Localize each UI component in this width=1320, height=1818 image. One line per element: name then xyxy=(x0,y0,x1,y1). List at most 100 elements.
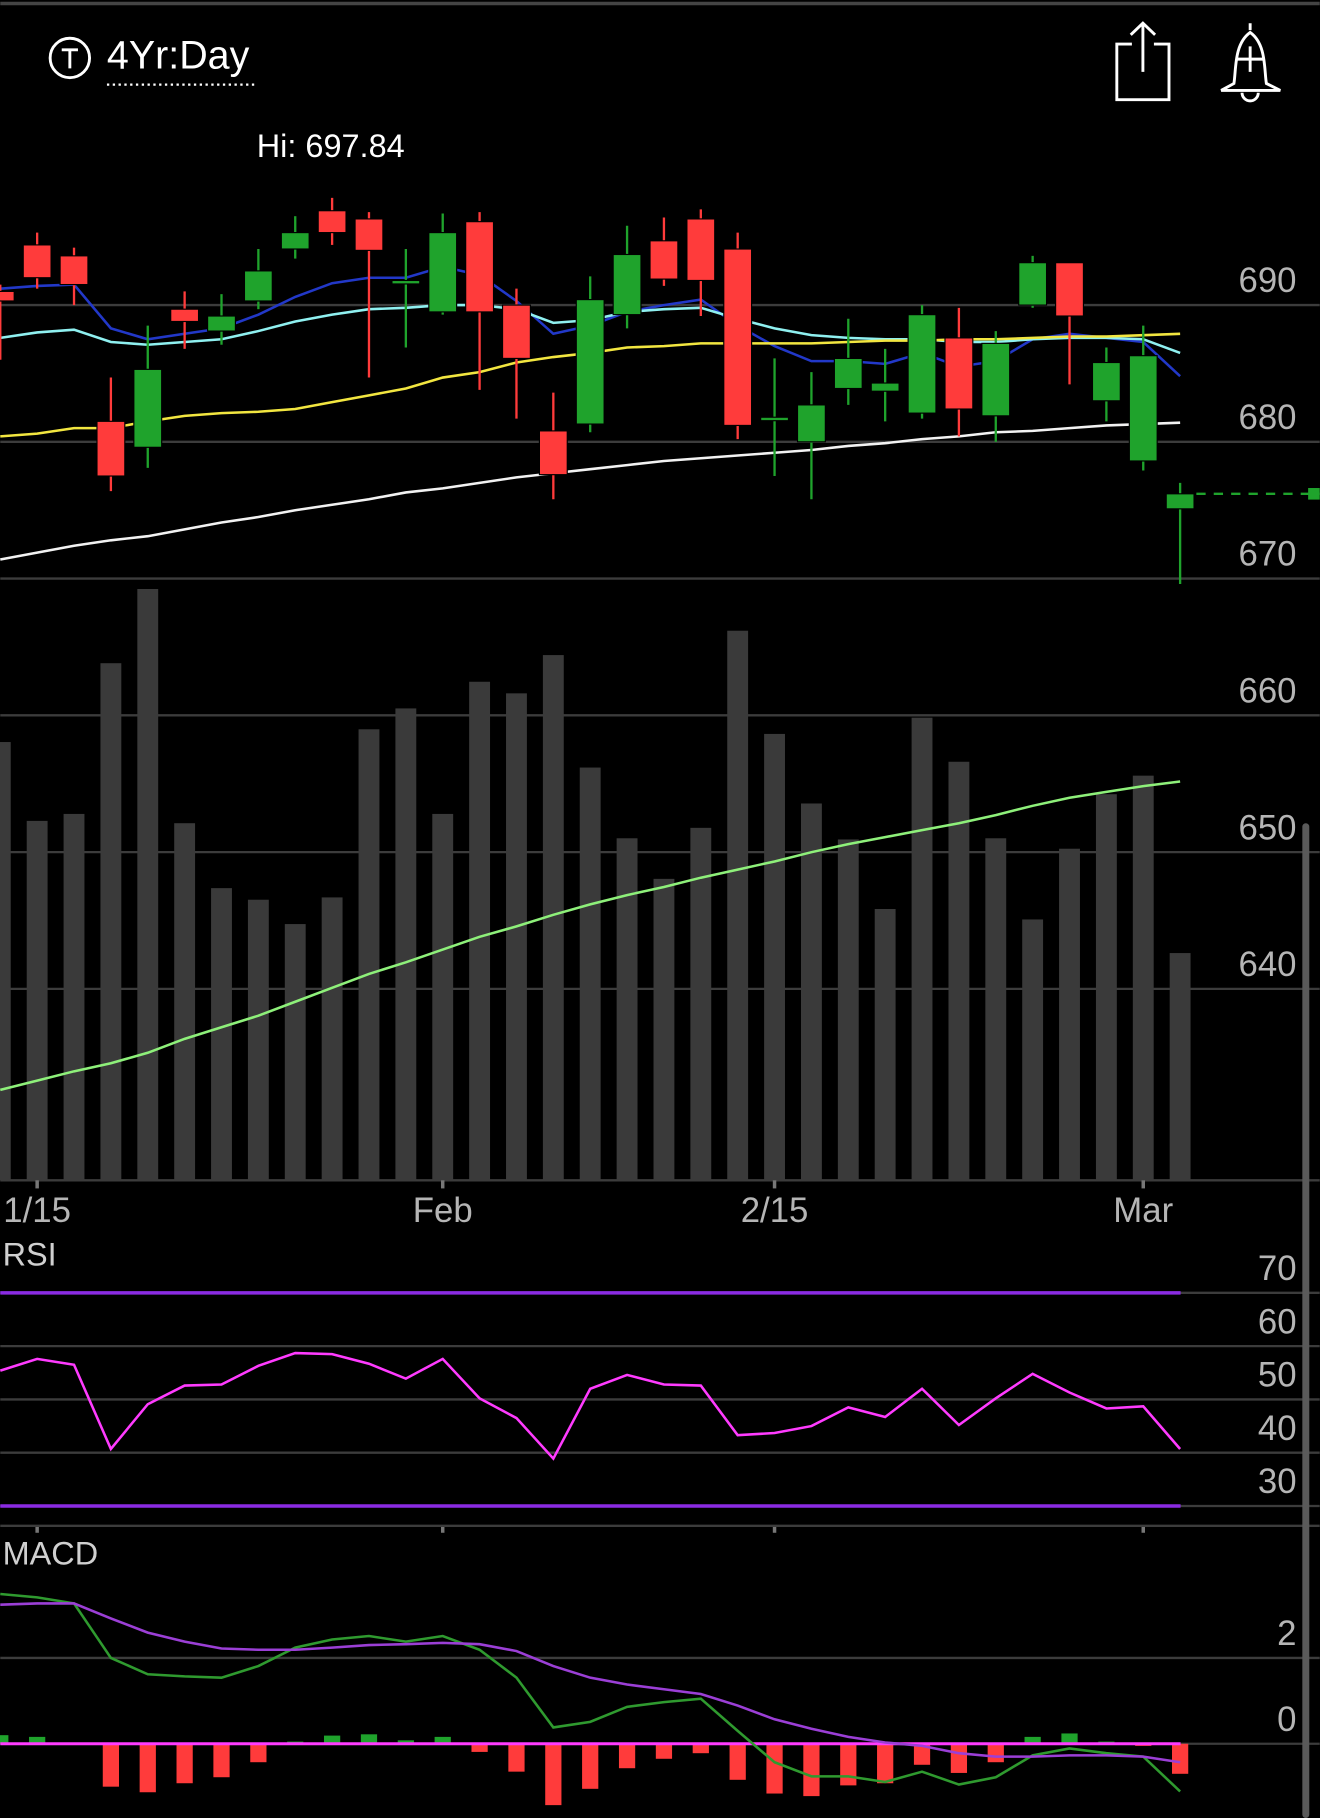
histogram-bar xyxy=(618,1743,636,1769)
volume-bar xyxy=(616,838,638,1181)
histogram-bar xyxy=(582,1743,599,1789)
candle-body xyxy=(317,210,347,234)
volume-bar xyxy=(395,708,417,1181)
icon-circle xyxy=(48,36,92,80)
share-arrow xyxy=(1129,21,1157,72)
candle-body xyxy=(1018,262,1048,306)
histogram-bar xyxy=(655,1743,673,1759)
candle-body xyxy=(833,357,863,390)
candle-body xyxy=(981,342,1011,417)
y-tick-label: 40 xyxy=(1258,1410,1297,1448)
histogram-bar xyxy=(913,1743,931,1765)
bell-clapper xyxy=(1240,92,1260,103)
histogram-bar xyxy=(29,1736,46,1744)
volume-bar xyxy=(358,729,380,1181)
candle-body xyxy=(796,404,826,443)
share-button[interactable] xyxy=(1115,21,1171,102)
candle-body xyxy=(760,416,790,422)
histogram-bar xyxy=(360,1734,378,1744)
volume-bar xyxy=(1132,775,1154,1181)
volume-bar xyxy=(432,813,454,1181)
candle-body xyxy=(944,337,974,410)
volume-bar xyxy=(506,693,527,1181)
histogram-bar xyxy=(139,1743,156,1793)
ticker-icon[interactable] xyxy=(48,36,92,80)
candle-body xyxy=(1055,262,1085,317)
histogram-bar xyxy=(877,1743,894,1784)
y-tick-label: 660 xyxy=(1239,673,1297,711)
timeframe[interactable]: 4Yr:Day xyxy=(107,33,250,77)
candle-body xyxy=(870,382,900,392)
rsi-title: RSI xyxy=(3,1236,57,1272)
volume-average xyxy=(0,780,1181,1092)
share-box xyxy=(1115,42,1171,102)
alert-button[interactable] xyxy=(1220,23,1281,103)
volume-bar xyxy=(0,742,11,1181)
volume-bar xyxy=(321,897,343,1181)
volume-bar xyxy=(1095,794,1117,1181)
x-tick-label: Mar xyxy=(1113,1192,1173,1230)
histogram-bar xyxy=(1172,1743,1189,1774)
volume-bar xyxy=(764,733,785,1181)
macd-title: MACD xyxy=(3,1536,99,1572)
histogram-bar xyxy=(0,1735,9,1744)
histogram-bar xyxy=(766,1743,783,1794)
y-tick-label: 2 xyxy=(1277,1615,1296,1653)
candle-body xyxy=(723,248,753,427)
volume-bar xyxy=(284,924,306,1181)
candle-body xyxy=(207,315,236,332)
volume-bar xyxy=(469,681,491,1181)
histogram-bar xyxy=(213,1743,230,1778)
volume-bar xyxy=(211,888,232,1181)
candle-body xyxy=(133,368,163,448)
candle-body xyxy=(501,304,531,359)
volume-bar xyxy=(137,588,159,1181)
histogram-bar xyxy=(840,1743,857,1786)
high-annotation: Hi: 697.84 xyxy=(257,128,405,164)
histogram-bar xyxy=(471,1743,488,1752)
y-tick-label: 50 xyxy=(1258,1357,1297,1395)
candle-body xyxy=(649,240,679,280)
volume-bar xyxy=(948,761,970,1181)
volume-bar xyxy=(26,820,48,1181)
candle-body xyxy=(538,430,568,476)
volume-bar xyxy=(690,827,712,1181)
histogram-bar xyxy=(434,1736,451,1744)
bell xyxy=(1220,23,1281,92)
candle-body xyxy=(1165,493,1195,510)
x-tick-label: 1/15 xyxy=(3,1192,71,1230)
y-tick-label: 640 xyxy=(1239,946,1297,984)
candle-body xyxy=(354,218,384,251)
candle-body xyxy=(465,221,495,313)
candle-body xyxy=(1128,355,1158,462)
histogram-bar xyxy=(729,1743,746,1780)
candle-body xyxy=(96,420,126,477)
macd-line xyxy=(0,1602,1181,1764)
candle-body xyxy=(59,255,89,286)
volume-bar xyxy=(800,803,822,1181)
candle-body xyxy=(575,299,605,425)
icon-glyph xyxy=(61,48,78,69)
volume-bar xyxy=(911,717,933,1181)
candle-body xyxy=(428,232,458,313)
scrollbar xyxy=(1302,823,1310,1818)
y-tick-label: 650 xyxy=(1239,809,1297,847)
volume-bar xyxy=(63,813,85,1181)
histogram-bar xyxy=(176,1743,193,1784)
moving-average xyxy=(0,421,1181,561)
rsi-line xyxy=(0,1351,1182,1461)
histogram-bar xyxy=(1024,1736,1041,1744)
macd-line xyxy=(0,1592,1181,1793)
histogram-bar xyxy=(397,1740,414,1744)
histogram-bar xyxy=(692,1743,709,1754)
histogram-bar xyxy=(803,1743,820,1797)
candle-body xyxy=(243,270,273,302)
histogram-bar xyxy=(950,1743,968,1773)
bell-plus xyxy=(1237,46,1263,72)
volume-bar xyxy=(579,767,601,1181)
volume-bar xyxy=(837,839,859,1181)
y-tick-label: 30 xyxy=(1258,1463,1297,1501)
candle-body xyxy=(1091,361,1121,402)
